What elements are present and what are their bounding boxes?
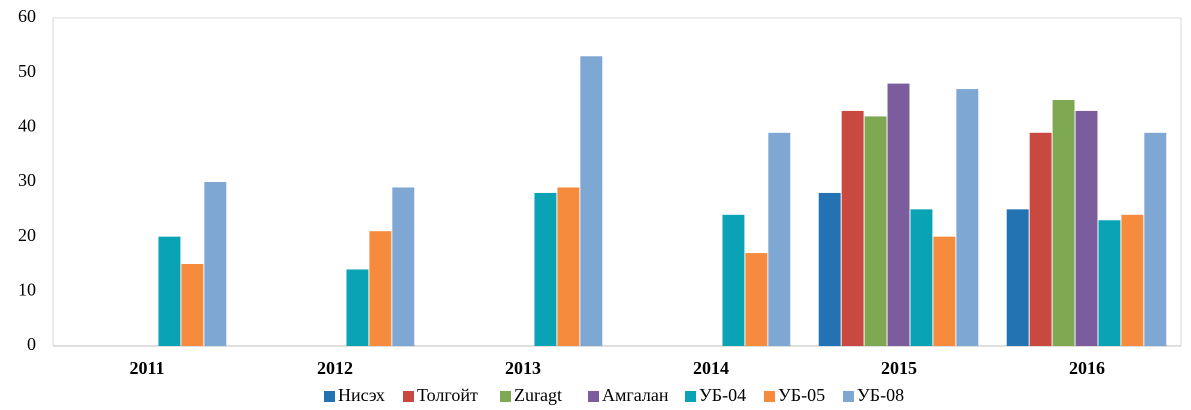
bar [1098, 220, 1121, 346]
legend-label: Нисэх [338, 385, 385, 405]
y-tick-label: 0 [27, 334, 36, 354]
legend-label: Амгалан [602, 385, 669, 405]
bar [346, 269, 369, 346]
y-tick-label: 10 [18, 279, 36, 299]
bar [580, 56, 603, 347]
bar [1029, 132, 1052, 346]
x-tick-label: 2014 [693, 358, 729, 378]
y-tick-label: 50 [18, 61, 36, 81]
x-tick-label: 2012 [317, 358, 353, 378]
bar [768, 132, 791, 346]
bar [887, 83, 910, 346]
legend-swatch [843, 391, 854, 402]
bar [158, 236, 181, 346]
bar [204, 182, 227, 346]
legend-swatch [324, 391, 335, 402]
y-tick-label: 60 [18, 6, 36, 26]
y-tick-label: 30 [18, 170, 36, 190]
bar [1075, 110, 1098, 346]
y-tick-label: 40 [18, 115, 36, 135]
x-tick-label: 2013 [505, 358, 541, 378]
legend-label: Толгойт [417, 385, 478, 405]
bar [534, 192, 557, 346]
legend-swatch [588, 391, 599, 402]
bar [722, 214, 745, 346]
bar [1052, 100, 1075, 346]
bar [864, 116, 887, 347]
legend-swatch [403, 391, 414, 402]
legend-swatch [500, 391, 511, 402]
bar [910, 209, 933, 346]
legend-swatch [685, 391, 696, 402]
bar [745, 253, 768, 346]
legend-label: УБ-05 [778, 385, 825, 405]
x-tick-label: 2016 [1069, 358, 1105, 378]
bar [841, 110, 864, 346]
bar [1144, 132, 1167, 346]
y-tick-label: 20 [18, 225, 36, 245]
legend-label: УБ-04 [699, 385, 746, 405]
bar [933, 236, 956, 346]
legend-label: Zuragt [514, 385, 562, 405]
bar [1121, 214, 1144, 346]
bar [369, 231, 392, 346]
bar [392, 187, 415, 346]
x-tick-label: 2015 [881, 358, 917, 378]
bar [181, 264, 204, 346]
bar [1006, 209, 1029, 346]
legend-label: УБ-08 [857, 385, 904, 405]
legend-swatch [764, 391, 775, 402]
x-tick-label: 2011 [129, 358, 164, 378]
bar [818, 192, 841, 346]
bar [956, 89, 979, 347]
bar [557, 187, 580, 346]
